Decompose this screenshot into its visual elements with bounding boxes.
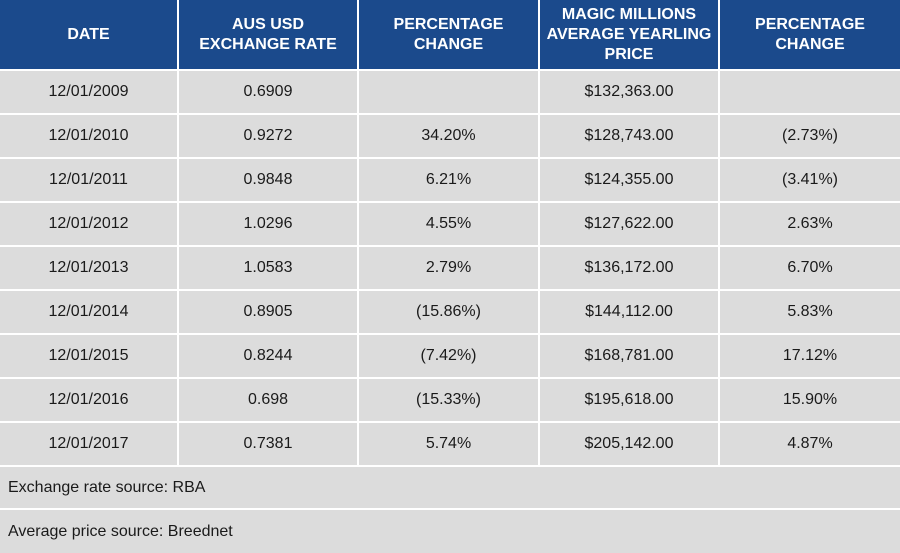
table-row: 12/01/2017 0.7381 5.74% $205,142.00 4.87… <box>0 423 900 467</box>
cell-exchange-rate: 1.0583 <box>179 247 359 291</box>
cell-exchange-rate: 0.698 <box>179 379 359 423</box>
cell-exchange-change: 2.79% <box>359 247 540 291</box>
cell-price-change: 2.63% <box>720 203 900 247</box>
exchange-rate-source-note: Exchange rate source: RBA <box>0 467 900 510</box>
header-row: DATE AUS USD EXCHANGE RATE PERCENTAGE CH… <box>0 0 900 71</box>
header-exchange-rate: AUS USD EXCHANGE RATE <box>179 0 359 71</box>
cell-price-change: 5.83% <box>720 291 900 335</box>
header-price-percentage-change: PERCENTAGE CHANGE <box>720 0 900 71</box>
cell-date: 12/01/2009 <box>0 71 179 115</box>
cell-exchange-change: 34.20% <box>359 115 540 159</box>
footnotes: Exchange rate source: RBA Average price … <box>0 467 900 553</box>
cell-exchange-change <box>359 71 540 115</box>
cell-date: 12/01/2016 <box>0 379 179 423</box>
cell-price-change: 4.87% <box>720 423 900 467</box>
cell-average-price: $144,112.00 <box>540 291 720 335</box>
cell-date: 12/01/2017 <box>0 423 179 467</box>
table-header: DATE AUS USD EXCHANGE RATE PERCENTAGE CH… <box>0 0 900 71</box>
cell-exchange-change: 6.21% <box>359 159 540 203</box>
cell-exchange-rate: 1.0296 <box>179 203 359 247</box>
cell-date: 12/01/2013 <box>0 247 179 291</box>
cell-date: 12/01/2015 <box>0 335 179 379</box>
table-row: 12/01/2016 0.698 (15.33%) $195,618.00 15… <box>0 379 900 423</box>
cell-average-price: $128,743.00 <box>540 115 720 159</box>
cell-average-price: $127,622.00 <box>540 203 720 247</box>
cell-price-change: (3.41%) <box>720 159 900 203</box>
cell-average-price: $124,355.00 <box>540 159 720 203</box>
cell-exchange-rate: 0.8905 <box>179 291 359 335</box>
table-row: 12/01/2013 1.0583 2.79% $136,172.00 6.70… <box>0 247 900 291</box>
cell-date: 12/01/2014 <box>0 291 179 335</box>
cell-price-change: 15.90% <box>720 379 900 423</box>
cell-date: 12/01/2010 <box>0 115 179 159</box>
cell-average-price: $132,363.00 <box>540 71 720 115</box>
cell-average-price: $195,618.00 <box>540 379 720 423</box>
table-row: 12/01/2014 0.8905 (15.86%) $144,112.00 5… <box>0 291 900 335</box>
header-date: DATE <box>0 0 179 71</box>
table-body: 12/01/2009 0.6909 $132,363.00 12/01/2010… <box>0 71 900 467</box>
cell-average-price: $168,781.00 <box>540 335 720 379</box>
cell-exchange-rate: 0.7381 <box>179 423 359 467</box>
cell-exchange-change: 5.74% <box>359 423 540 467</box>
cell-price-change: (2.73%) <box>720 115 900 159</box>
cell-date: 12/01/2011 <box>0 159 179 203</box>
cell-exchange-rate: 0.6909 <box>179 71 359 115</box>
cell-price-change: 17.12% <box>720 335 900 379</box>
cell-exchange-rate: 0.9848 <box>179 159 359 203</box>
cell-exchange-change: 4.55% <box>359 203 540 247</box>
table-row: 12/01/2009 0.6909 $132,363.00 <box>0 71 900 115</box>
cell-average-price: $136,172.00 <box>540 247 720 291</box>
cell-exchange-change: (15.86%) <box>359 291 540 335</box>
header-exchange-percentage-change: PERCENTAGE CHANGE <box>359 0 540 71</box>
table-row: 12/01/2015 0.8244 (7.42%) $168,781.00 17… <box>0 335 900 379</box>
cell-exchange-change: (7.42%) <box>359 335 540 379</box>
cell-price-change <box>720 71 900 115</box>
cell-exchange-rate: 0.9272 <box>179 115 359 159</box>
cell-exchange-change: (15.33%) <box>359 379 540 423</box>
header-average-yearling-price: MAGIC MILLIONS AVERAGE YEARLING PRICE <box>540 0 720 71</box>
average-price-source-note: Average price source: Breednet <box>8 522 233 540</box>
table-row: 12/01/2011 0.9848 6.21% $124,355.00 (3.4… <box>0 159 900 203</box>
cell-average-price: $205,142.00 <box>540 423 720 467</box>
cell-price-change: 6.70% <box>720 247 900 291</box>
cell-exchange-rate: 0.8244 <box>179 335 359 379</box>
table-row: 12/01/2012 1.0296 4.55% $127,622.00 2.63… <box>0 203 900 247</box>
table-row: 12/01/2010 0.9272 34.20% $128,743.00 (2.… <box>0 115 900 159</box>
cell-date: 12/01/2012 <box>0 203 179 247</box>
exchange-price-table: DATE AUS USD EXCHANGE RATE PERCENTAGE CH… <box>0 0 900 467</box>
